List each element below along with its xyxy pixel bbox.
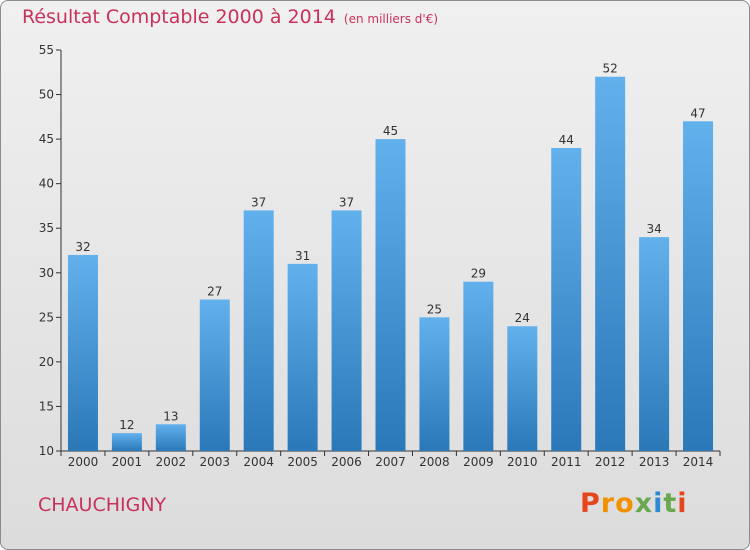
- x-tick-label-2008: 2008: [419, 455, 450, 469]
- value-label-2002: 13: [163, 409, 178, 423]
- value-label-2006: 37: [339, 195, 354, 209]
- x-tick-label-2010: 2010: [507, 455, 538, 469]
- x-tick-label-2004: 2004: [243, 455, 274, 469]
- bar-2011: [551, 148, 582, 451]
- bar-2006: [331, 210, 362, 451]
- chart-title-text: Résultat Comptable 2000 à 2014: [22, 6, 336, 28]
- bar-2010: [507, 326, 538, 451]
- commune-name: CHAUCHIGNY: [38, 494, 167, 516]
- bar-2013: [639, 237, 670, 451]
- bar-2014: [683, 121, 714, 452]
- value-label-2012: 52: [603, 62, 618, 76]
- y-tick-label: 15: [39, 399, 54, 413]
- value-label-2000: 32: [75, 240, 90, 254]
- x-tick-label-2013: 2013: [639, 455, 670, 469]
- x-tick-label-2002: 2002: [156, 455, 187, 469]
- logo-letter: P: [580, 488, 601, 519]
- value-label-2009: 29: [471, 267, 486, 281]
- logo-letter: o: [615, 488, 635, 519]
- value-label-2011: 44: [559, 133, 574, 147]
- x-tick-label-2006: 2006: [331, 455, 362, 469]
- y-tick-label: 50: [39, 88, 54, 102]
- logo-letter: i: [653, 488, 664, 519]
- value-label-2014: 47: [690, 106, 705, 120]
- x-tick-label-2005: 2005: [287, 455, 318, 469]
- y-tick-label: 35: [39, 221, 54, 235]
- x-tick-label-2011: 2011: [551, 455, 582, 469]
- bar-2003: [199, 299, 230, 451]
- y-tick-label: 30: [39, 266, 54, 280]
- value-label-2004: 37: [251, 195, 266, 209]
- y-tick-label: 55: [39, 43, 54, 57]
- value-label-2007: 45: [383, 124, 398, 138]
- y-tick-label: 45: [39, 132, 54, 146]
- x-tick-label-2009: 2009: [463, 455, 494, 469]
- value-label-2010: 24: [515, 311, 530, 325]
- bar-2000: [67, 254, 98, 451]
- logo-letter: i: [677, 488, 688, 519]
- logo-letter: t: [663, 488, 678, 519]
- value-label-2005: 31: [295, 249, 310, 263]
- bar-2012: [595, 76, 626, 451]
- x-tick-label-2000: 2000: [68, 455, 99, 469]
- x-tick-label-2014: 2014: [683, 455, 714, 469]
- x-tick-label-2007: 2007: [375, 455, 406, 469]
- y-tick-label: 25: [39, 310, 54, 324]
- bar-2004: [243, 210, 274, 451]
- bar-2005: [287, 263, 318, 451]
- bar-2001: [111, 433, 142, 451]
- value-label-2008: 25: [427, 302, 442, 316]
- bar-2008: [419, 317, 450, 451]
- value-label-2001: 12: [119, 418, 134, 432]
- y-tick-label: 20: [39, 355, 54, 369]
- chart-title: Résultat Comptable 2000 à 2014 (en millie…: [22, 6, 438, 28]
- proxiti-logo: Proxiti: [580, 488, 688, 519]
- value-label-2003: 27: [207, 285, 222, 299]
- bars: [67, 76, 714, 452]
- x-tick-label-2012: 2012: [595, 455, 626, 469]
- x-tick-label-2003: 2003: [199, 455, 230, 469]
- value-label-2013: 34: [646, 222, 661, 236]
- x-tick-label-2001: 2001: [112, 455, 143, 469]
- logo-letter: x: [634, 488, 654, 519]
- bar-2002: [155, 424, 186, 451]
- bar-2009: [463, 281, 494, 451]
- labels: 32 12 13 27 37 31 37 45 25 29 24 44 52 34 47: [75, 62, 705, 432]
- logo-letter: r: [600, 488, 616, 519]
- chart-unit: (en milliers d'€): [343, 12, 439, 26]
- y-tick-label: 10: [39, 444, 54, 458]
- axes: 10 15 20 25 30 35 40 45 50 55 2000 2001 2002 2003 2004…: [39, 43, 721, 469]
- y-tick-label: 40: [39, 177, 54, 191]
- bar-2007: [375, 139, 406, 451]
